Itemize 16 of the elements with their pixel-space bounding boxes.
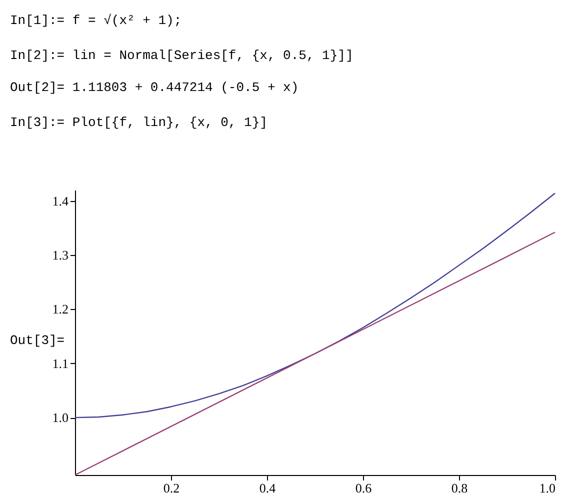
y-tick-label: 1.2 bbox=[52, 302, 68, 317]
text: In[3]:= Plot[{f, lin}, {x, 0, 1}] bbox=[10, 115, 268, 130]
text: In[1]:= f = √(x² + 1); bbox=[10, 13, 182, 28]
y-tick-label: 1.1 bbox=[52, 356, 68, 371]
x-tick-label: 0.8 bbox=[451, 480, 468, 496]
y-tick-label: 1.4 bbox=[52, 193, 69, 208]
line-series bbox=[74, 192, 556, 418]
y-tick-label: 1.3 bbox=[52, 248, 68, 263]
x-tick-label: 0.6 bbox=[355, 480, 372, 496]
x-tick-label: 1.0 bbox=[539, 480, 556, 496]
x-tick-label: 0.2 bbox=[163, 480, 180, 496]
x-tick-label: 0.4 bbox=[259, 480, 276, 496]
text: Out[3]= bbox=[10, 333, 65, 348]
text: In[2]:= lin = Normal[Series[f, {x, 0.5, 1}]] bbox=[10, 48, 354, 63]
y-tick-label: 1.0 bbox=[52, 410, 68, 426]
text: Out[2]= 1.11803 + 0.447214 (-0.5 + x) bbox=[10, 80, 299, 95]
